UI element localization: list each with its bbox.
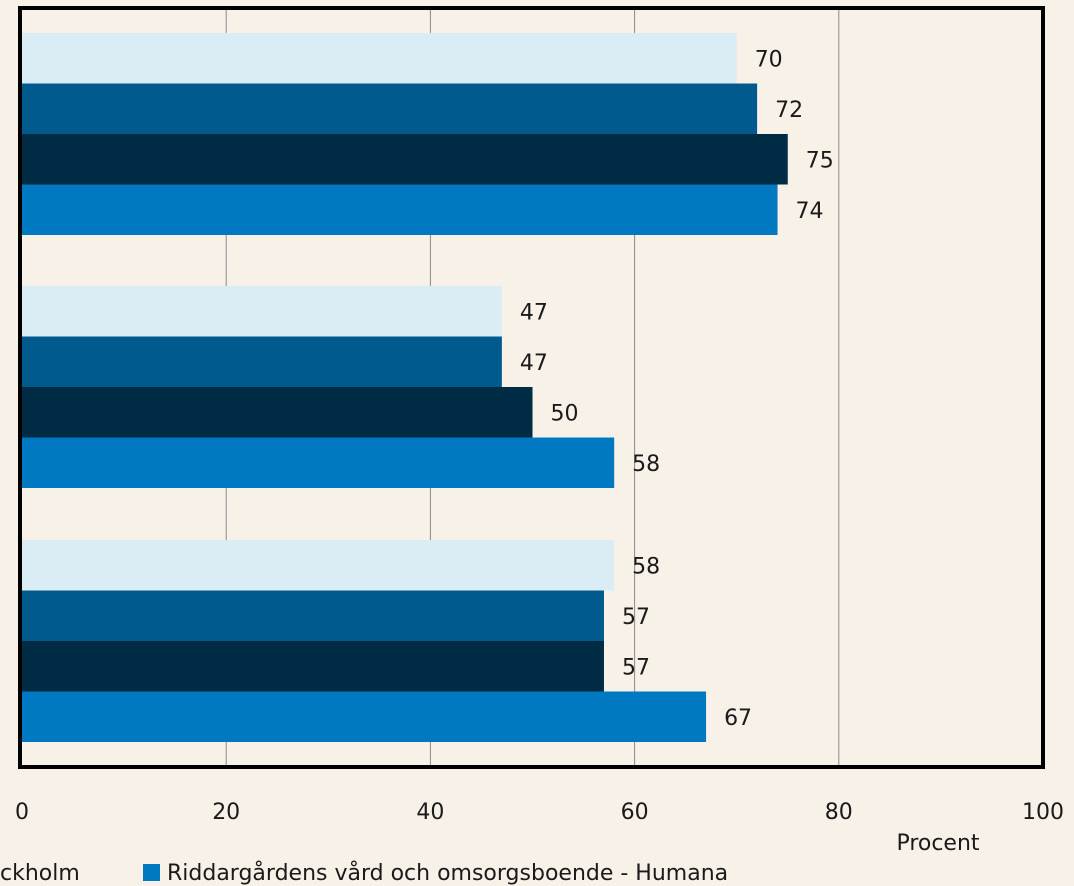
bar bbox=[22, 437, 615, 488]
bar bbox=[22, 387, 533, 438]
data-label: 58 bbox=[632, 452, 660, 477]
x-tick-label: 0 bbox=[15, 800, 29, 825]
bar bbox=[22, 33, 737, 84]
data-label: 72 bbox=[775, 98, 803, 123]
x-tick-label: 60 bbox=[621, 800, 649, 825]
bar bbox=[22, 540, 615, 591]
data-label: 57 bbox=[622, 605, 650, 630]
data-labels: 70 47 58 72 47 57 75 50 57 74 58 67 bbox=[520, 47, 834, 731]
bar bbox=[22, 83, 758, 134]
data-label: 70 bbox=[755, 47, 783, 72]
data-label: 74 bbox=[796, 199, 824, 224]
bar bbox=[22, 184, 778, 235]
bar bbox=[22, 641, 604, 692]
data-label: 75 bbox=[806, 148, 834, 173]
bar bbox=[22, 691, 707, 742]
data-label: 47 bbox=[520, 300, 548, 325]
legend: ckholm Riddargårdens vård och omsorgsboe… bbox=[0, 860, 728, 886]
bar bbox=[22, 286, 502, 337]
bar bbox=[22, 336, 502, 387]
bars bbox=[22, 33, 788, 742]
data-label: 58 bbox=[632, 554, 660, 579]
x-axis-title: Procent bbox=[896, 831, 979, 856]
data-label: 57 bbox=[622, 655, 650, 680]
data-label: 47 bbox=[520, 351, 548, 376]
x-tick-label: 80 bbox=[825, 800, 853, 825]
x-tick-label: 40 bbox=[416, 800, 444, 825]
legend-partial-label: ckholm bbox=[0, 861, 80, 886]
x-tick-labels: 0 20 40 60 80 100 bbox=[15, 800, 1064, 825]
data-label: 67 bbox=[724, 706, 752, 731]
x-tick-label: 20 bbox=[212, 800, 240, 825]
bar bbox=[22, 590, 604, 641]
plot-frame bbox=[18, 6, 1045, 769]
x-tick-label: 100 bbox=[1022, 800, 1064, 825]
bar bbox=[22, 134, 788, 185]
legend-swatch bbox=[143, 864, 160, 881]
legend-label: Riddargårdens vård och omsorgsboende - H… bbox=[167, 860, 728, 886]
data-label: 50 bbox=[551, 401, 579, 426]
